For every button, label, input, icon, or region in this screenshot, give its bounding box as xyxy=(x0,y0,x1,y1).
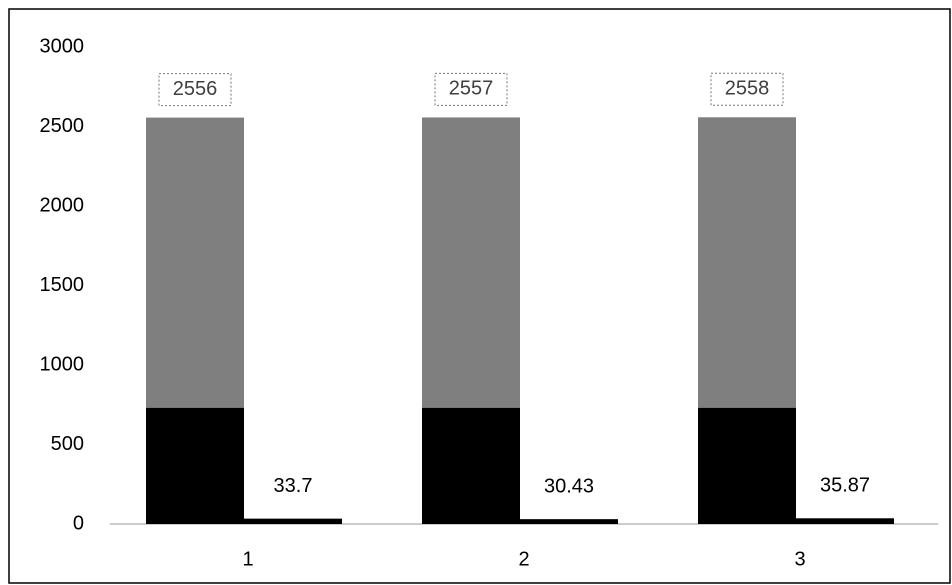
x-tick-label: 1 xyxy=(242,548,253,570)
bar xyxy=(520,519,618,524)
y-tick-label: 0 xyxy=(73,512,84,534)
data-label: 2557 xyxy=(449,78,494,100)
bar xyxy=(698,407,796,524)
y-tick-label: 2500 xyxy=(40,115,85,137)
y-tick-label: 1500 xyxy=(40,274,85,296)
y-tick-label: 1000 xyxy=(40,353,85,375)
label-box xyxy=(434,72,508,106)
label-box xyxy=(710,72,784,106)
y-tick-label: 500 xyxy=(51,433,84,455)
x-tick-label: 3 xyxy=(794,548,805,570)
data-label: 2558 xyxy=(725,78,770,100)
bar xyxy=(796,518,894,524)
bar xyxy=(146,407,244,524)
bar xyxy=(422,407,520,524)
data-label: 30.43 xyxy=(544,475,594,497)
label-box xyxy=(158,73,232,107)
y-tick-label: 2000 xyxy=(40,194,85,216)
y-tick-label: 3000 xyxy=(40,35,85,57)
bar xyxy=(244,518,342,524)
x-tick-label: 2 xyxy=(518,548,529,570)
data-label: 2556 xyxy=(173,78,218,100)
data-label: 33.7 xyxy=(274,475,313,497)
data-label: 35.87 xyxy=(820,475,870,497)
